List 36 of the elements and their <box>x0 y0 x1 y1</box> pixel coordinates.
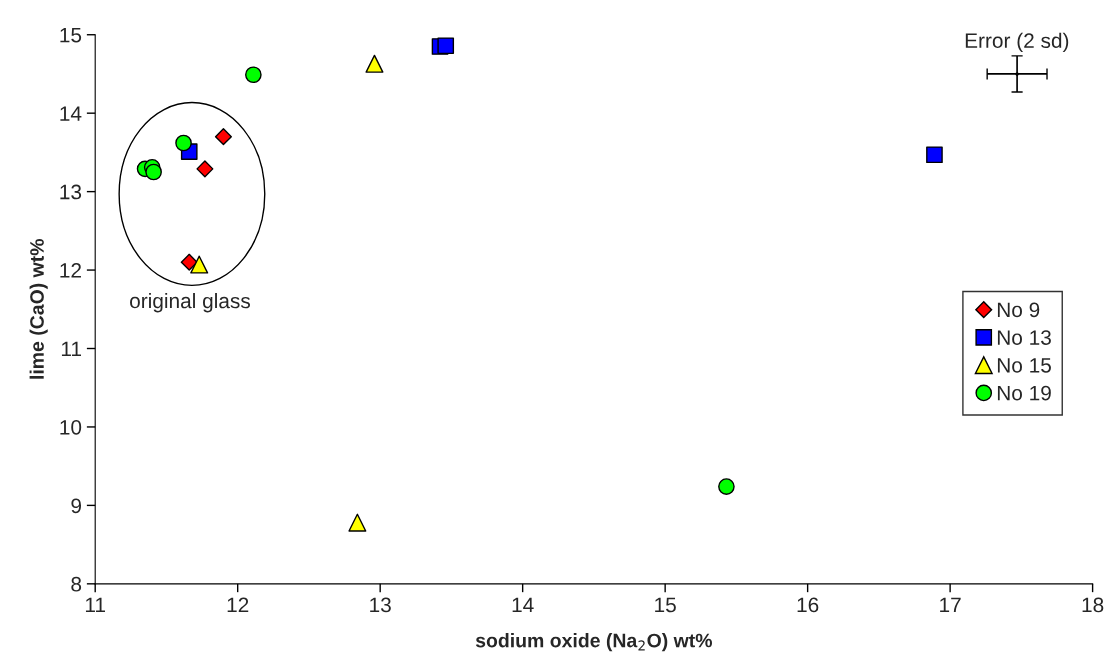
y-tick-label: 11 <box>61 341 81 357</box>
point <box>718 478 735 495</box>
annotation: Error (2 sd) <box>965 32 1069 53</box>
point <box>214 128 232 146</box>
y-tick-label: 15 <box>60 27 82 43</box>
y-tick-label: 12 <box>60 263 81 278</box>
point <box>180 253 198 271</box>
point <box>245 66 262 84</box>
point <box>145 163 162 181</box>
legend-label: No 13 <box>997 330 1051 345</box>
legend-label: No 15 <box>997 358 1051 373</box>
point <box>175 134 192 152</box>
point <box>196 160 214 178</box>
y-tick-label: 14 <box>60 106 82 121</box>
x-tick-label: 18 <box>1082 597 1104 613</box>
point <box>190 255 209 274</box>
x-tick-label: 16 <box>797 597 819 613</box>
point <box>437 37 455 55</box>
x-tick-label: 14 <box>512 597 534 613</box>
x-tick-label: 11 <box>85 597 105 613</box>
y-tick-label: 10 <box>60 419 82 435</box>
y-tick-label: 9 <box>71 498 82 514</box>
legend-label: No 19 <box>997 385 1051 401</box>
x-axis-title: sodium oxide (Na$_{2}$O) wt% <box>475 633 713 652</box>
point <box>926 146 943 164</box>
y-tick-label: 8 <box>71 576 82 592</box>
annotation: original glass <box>130 292 250 313</box>
y-tick-label: 13 <box>60 184 82 200</box>
x-tick-label: 15 <box>655 597 676 613</box>
legend-label: No 9 <box>997 302 1040 318</box>
y-axis-title: lime (CaO) wt% <box>29 239 48 379</box>
x-tick-label: 13 <box>370 597 391 613</box>
point <box>365 54 384 73</box>
x-tick-label: 17 <box>940 597 961 613</box>
point <box>348 513 367 532</box>
x-tick-label: 12 <box>227 597 249 613</box>
